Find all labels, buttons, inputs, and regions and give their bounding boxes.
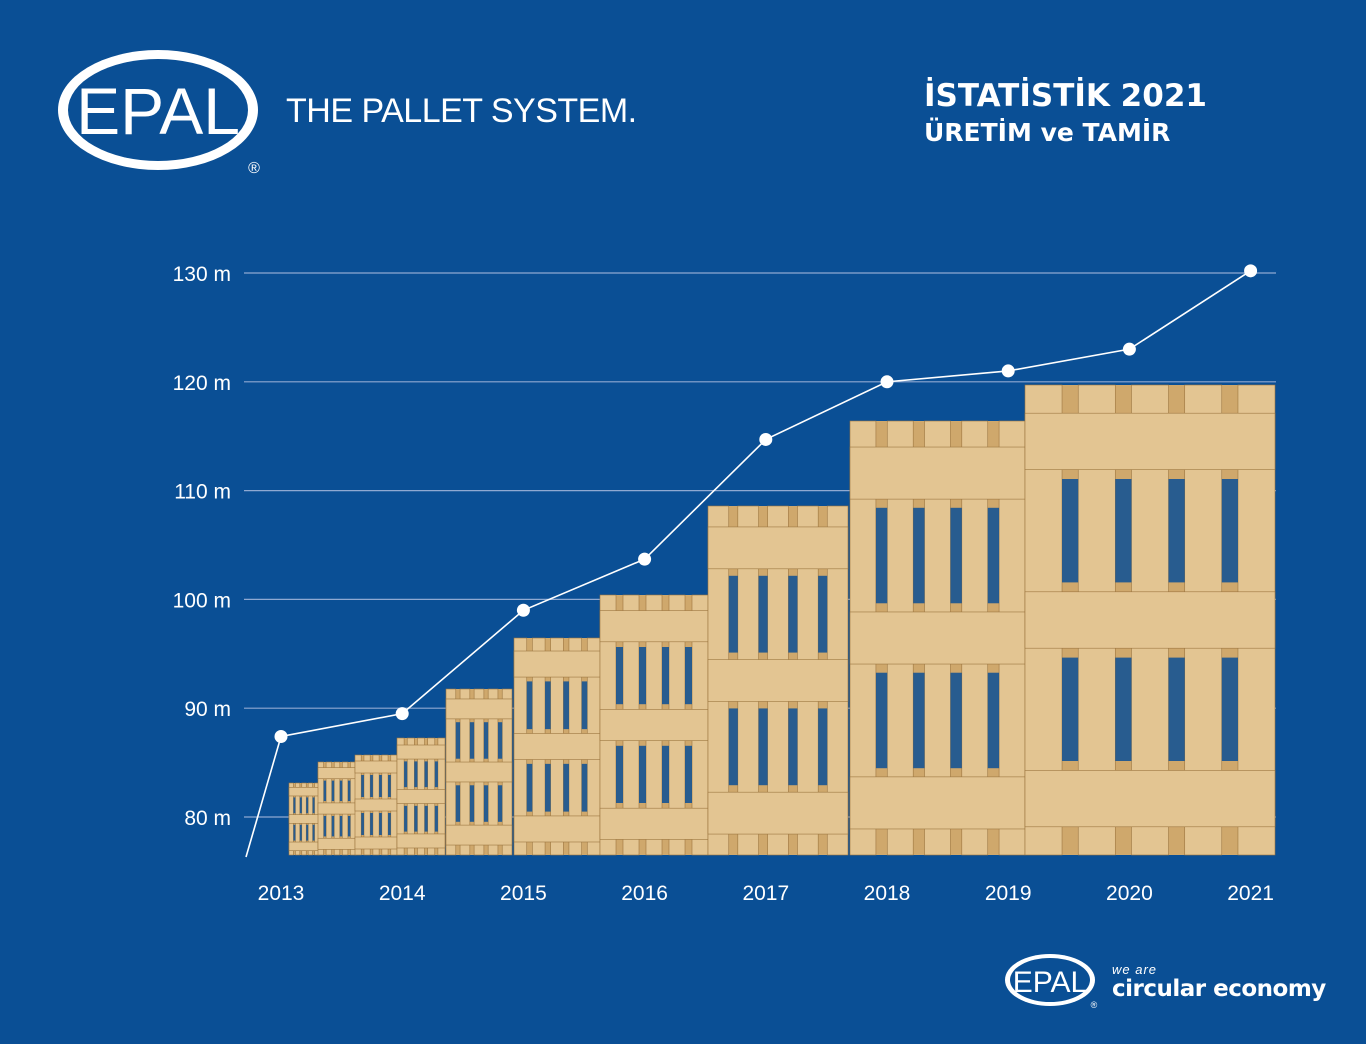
x-tick-label-2014: 2014: [379, 882, 426, 905]
series-line-path: [245, 270, 1252, 858]
y-tick-label-100: 100 m: [173, 589, 231, 612]
footer-line1: we are: [1112, 962, 1158, 977]
x-axis-ticks: 2013 2014 2015 2016 2017 2018 2019 2020 2021: [258, 882, 1274, 905]
y-tick-label-110: 110 m: [174, 481, 231, 504]
pallet-1: [317, 761, 357, 856]
data-point-2019: [1001, 364, 1015, 378]
data-point-2014: [395, 707, 409, 721]
pallet-5: [513, 637, 601, 856]
y-tick-label-130: 130 m: [173, 263, 231, 286]
data-point-2013: [274, 729, 288, 743]
footer-epal-logo: EPAL ®: [1002, 952, 1102, 1010]
data-point-2018: [880, 375, 894, 389]
footer-slogan: we are circular economy: [1112, 962, 1326, 1002]
y-tick-label-120: 120 m: [173, 372, 231, 395]
footer-line2: circular economy: [1112, 976, 1326, 1002]
data-point-2016: [638, 552, 652, 566]
pallet-4: [445, 688, 513, 856]
x-tick-label-2016: 2016: [621, 882, 668, 905]
pallet-9: [1024, 384, 1276, 856]
data-point-2015: [516, 603, 530, 617]
pallet-0: [288, 782, 320, 856]
x-tick-label-2020: 2020: [1106, 882, 1153, 905]
footer-registered-mark: ®: [1091, 1000, 1098, 1010]
data-point-2020: [1122, 342, 1136, 356]
pallet-2: [354, 754, 398, 856]
brand-tagline: THE PALLET SYSTEM.: [286, 92, 637, 130]
pallet-8: [849, 420, 1026, 856]
pallet-6: [599, 594, 709, 856]
x-tick-label-2017: 2017: [742, 882, 789, 905]
pallet-7: [707, 505, 849, 856]
data-point-2021: [1244, 264, 1258, 278]
x-tick-label-2018: 2018: [864, 882, 911, 905]
y-axis-ticks: 80 m 90 m 100 m 110 m 120 m 130 m: [173, 263, 231, 830]
pallet-3: [396, 737, 446, 856]
x-tick-label-2013: 2013: [258, 882, 305, 905]
registered-mark: ®: [248, 160, 260, 176]
x-tick-label-2015: 2015: [500, 882, 547, 905]
chart-subtitle: ÜRETİM ve TAMİR: [924, 118, 1171, 147]
chart-title: İSTATİSTİK 2021: [924, 78, 1207, 114]
footer-logo-text: EPAL: [1013, 966, 1088, 999]
y-tick-label-90: 90 m: [184, 698, 231, 721]
logo-text: EPAL: [76, 74, 240, 148]
x-tick-label-2019: 2019: [985, 882, 1032, 905]
y-tick-label-80: 80 m: [184, 807, 231, 830]
x-tick-label-2021: 2021: [1227, 882, 1274, 905]
series-line: [245, 264, 1258, 858]
pallet-illustrations: [288, 384, 1276, 856]
data-point-2017: [759, 432, 773, 446]
epal-logo: EPAL ®: [54, 46, 269, 177]
title-block: İSTATİSTİK 2021 ÜRETİM ve TAMİR: [924, 78, 1207, 147]
